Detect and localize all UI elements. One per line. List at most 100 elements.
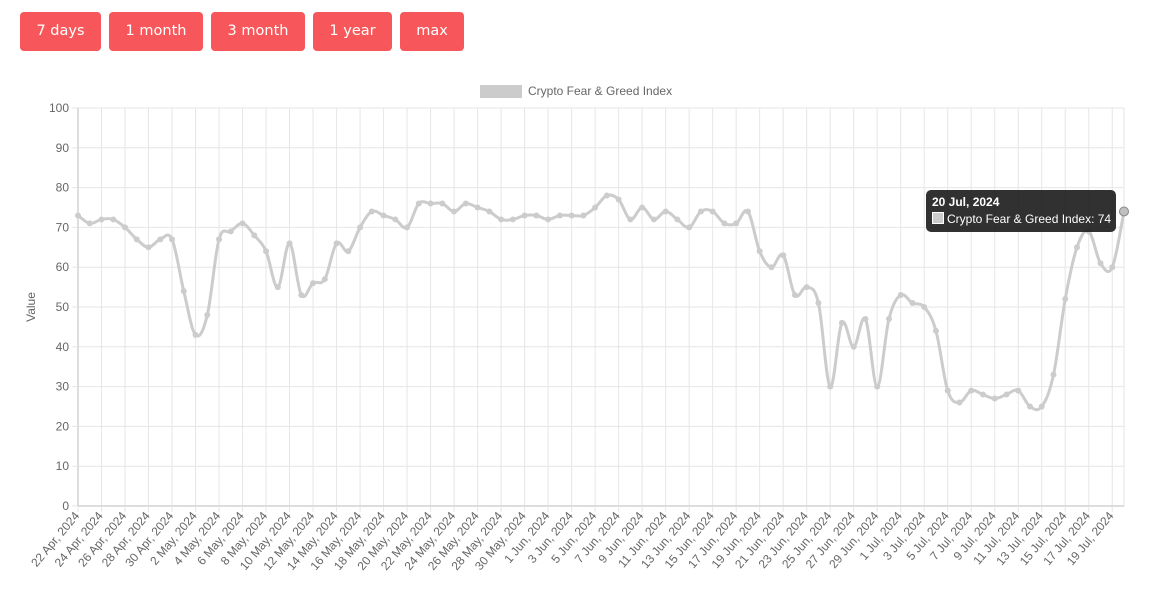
- data-point[interactable]: [204, 311, 211, 318]
- data-point[interactable]: [227, 228, 234, 235]
- data-point[interactable]: [932, 327, 939, 334]
- data-point[interactable]: [956, 399, 963, 406]
- data-point-hovered[interactable]: [1119, 206, 1129, 217]
- data-point[interactable]: [627, 216, 634, 223]
- data-point[interactable]: [921, 304, 928, 310]
- data-point[interactable]: [110, 216, 117, 223]
- range-7-days-button[interactable]: 7 days: [20, 12, 101, 51]
- data-point[interactable]: [310, 280, 317, 287]
- data-point[interactable]: [603, 192, 610, 199]
- data-point[interactable]: [1073, 244, 1080, 251]
- legend-swatch: [480, 85, 522, 98]
- data-point[interactable]: [321, 276, 328, 283]
- legend-label: Crypto Fear & Greed Index: [528, 84, 672, 98]
- data-point[interactable]: [251, 232, 258, 239]
- data-point[interactable]: [1038, 403, 1045, 410]
- range-3-month-button[interactable]: 3 month: [211, 12, 305, 51]
- data-point[interactable]: [1109, 264, 1116, 271]
- legend[interactable]: Crypto Fear & Greed Index: [480, 84, 672, 98]
- data-point[interactable]: [756, 248, 763, 255]
- data-point[interactable]: [263, 248, 270, 255]
- data-point[interactable]: [827, 383, 834, 390]
- data-point[interactable]: [721, 220, 728, 227]
- data-point[interactable]: [1003, 391, 1010, 398]
- data-point[interactable]: [380, 212, 387, 219]
- data-point[interactable]: [733, 220, 740, 227]
- data-point[interactable]: [674, 216, 681, 223]
- data-point[interactable]: [392, 216, 399, 223]
- data-point[interactable]: [686, 224, 693, 231]
- data-point[interactable]: [791, 292, 798, 299]
- data-point[interactable]: [333, 240, 340, 247]
- data-point[interactable]: [357, 224, 364, 231]
- data-point[interactable]: [979, 391, 986, 398]
- data-point[interactable]: [1026, 403, 1033, 410]
- data-point[interactable]: [157, 236, 164, 243]
- data-point[interactable]: [803, 284, 810, 291]
- data-point[interactable]: [709, 208, 716, 215]
- data-point[interactable]: [368, 208, 375, 215]
- data-point[interactable]: [615, 196, 622, 203]
- data-point[interactable]: [274, 284, 281, 291]
- data-point[interactable]: [521, 212, 528, 219]
- data-point[interactable]: [286, 240, 293, 247]
- data-point[interactable]: [133, 236, 140, 243]
- data-point[interactable]: [216, 236, 223, 243]
- data-point[interactable]: [404, 224, 411, 231]
- data-point[interactable]: [98, 216, 105, 223]
- data-point[interactable]: [815, 300, 822, 307]
- range-1-month-button[interactable]: 1 month: [109, 12, 203, 51]
- data-point[interactable]: [486, 208, 493, 215]
- data-point[interactable]: [498, 216, 505, 223]
- range-max-button[interactable]: max: [400, 12, 464, 51]
- data-point[interactable]: [180, 288, 187, 295]
- data-point[interactable]: [862, 315, 869, 322]
- data-point[interactable]: [1050, 371, 1057, 378]
- data-point[interactable]: [239, 220, 246, 227]
- data-point[interactable]: [122, 224, 129, 231]
- data-point[interactable]: [850, 343, 857, 350]
- data-point[interactable]: [897, 292, 904, 299]
- range-1-year-button[interactable]: 1 year: [313, 12, 392, 51]
- tooltip-swatch: [932, 212, 944, 224]
- data-point[interactable]: [345, 248, 352, 255]
- data-point[interactable]: [509, 216, 516, 223]
- data-point[interactable]: [592, 204, 599, 211]
- data-point[interactable]: [192, 331, 199, 338]
- data-point[interactable]: [145, 244, 152, 251]
- data-point[interactable]: [874, 383, 881, 390]
- data-point[interactable]: [991, 395, 998, 402]
- data-point[interactable]: [1097, 260, 1104, 267]
- data-point[interactable]: [662, 208, 669, 215]
- data-point[interactable]: [427, 200, 434, 207]
- data-point[interactable]: [885, 315, 892, 322]
- data-point[interactable]: [944, 387, 951, 394]
- data-point[interactable]: [451, 208, 458, 215]
- data-point[interactable]: [838, 319, 845, 326]
- data-point[interactable]: [298, 292, 305, 299]
- data-point[interactable]: [545, 216, 552, 223]
- data-point[interactable]: [768, 264, 775, 271]
- data-point[interactable]: [580, 212, 587, 219]
- data-point[interactable]: [75, 212, 81, 219]
- data-point[interactable]: [744, 208, 751, 215]
- data-point[interactable]: [86, 220, 93, 227]
- data-point[interactable]: [968, 387, 975, 394]
- data-point[interactable]: [533, 212, 540, 219]
- data-point[interactable]: [1062, 296, 1069, 303]
- data-point[interactable]: [697, 208, 704, 215]
- data-point[interactable]: [650, 216, 657, 223]
- data-point[interactable]: [462, 200, 469, 207]
- data-point[interactable]: [556, 212, 563, 219]
- data-point[interactable]: [415, 200, 422, 207]
- data-point[interactable]: [439, 200, 446, 207]
- grid-lines: [77, 107, 1125, 507]
- data-point[interactable]: [909, 300, 916, 307]
- data-point[interactable]: [474, 204, 481, 211]
- data-point[interactable]: [1015, 387, 1022, 394]
- data-point[interactable]: [568, 212, 575, 219]
- data-point[interactable]: [639, 204, 646, 211]
- data-point[interactable]: [169, 236, 176, 243]
- data-point[interactable]: [780, 252, 787, 259]
